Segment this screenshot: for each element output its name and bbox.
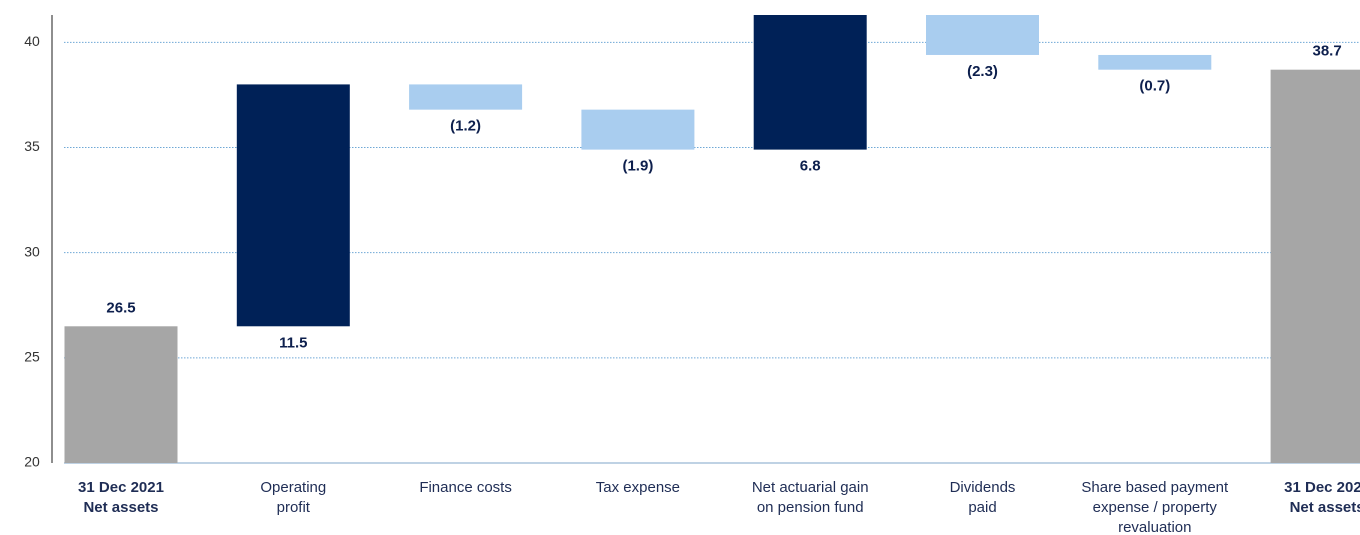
value-label: (2.3)	[967, 63, 998, 80]
value-label: 11.5	[279, 334, 307, 351]
x-tick-label: 31 Dec 2022	[1284, 479, 1360, 496]
value-label: 38.7	[1312, 43, 1341, 60]
x-tick-label: Net assets	[83, 499, 158, 516]
grid: 20 25 30 35 40	[24, 33, 1360, 470]
x-tick-label: Operating	[260, 479, 326, 496]
value-label: 6.8	[800, 158, 821, 175]
value-label: 26.5	[106, 299, 135, 316]
x-tick-label: revaluation	[1118, 519, 1191, 535]
x-tick-label: Dividends	[950, 479, 1016, 496]
bar	[409, 84, 523, 110]
y-tick-label: 40	[24, 33, 40, 49]
bar	[64, 326, 178, 463]
x-tick-label: 31 Dec 2021	[78, 479, 164, 496]
y-tick-label: 20	[24, 454, 40, 470]
x-tick-label: expense / property	[1093, 499, 1218, 516]
x-tick-label: Tax expense	[596, 479, 680, 496]
x-tick-label: profit	[277, 499, 311, 516]
x-tick-label: paid	[968, 499, 996, 516]
value-label: (0.7)	[1139, 78, 1170, 95]
x-tick-label: Net assets	[1290, 499, 1360, 516]
x-tick-label: Share based payment	[1081, 479, 1229, 496]
x-tick-label: on pension fund	[757, 499, 864, 516]
bars	[64, 15, 1360, 463]
x-tick-label: Finance costs	[419, 479, 512, 496]
y-tick-label: 30	[24, 243, 40, 259]
labels: 26.5 31 Dec 2021 Net assets 11.5 Operating pr…	[78, 43, 1360, 535]
y-tick-label: 25	[24, 349, 40, 365]
x-tick-label: Net actuarial gain	[752, 479, 869, 496]
value-label: (1.9)	[622, 158, 653, 175]
bar	[236, 84, 350, 327]
bar	[581, 109, 695, 150]
bar	[1098, 54, 1212, 70]
bar	[753, 15, 867, 150]
y-tick-label: 35	[24, 138, 40, 154]
bar	[926, 15, 1039, 55]
value-label: (1.2)	[450, 118, 481, 135]
bar	[1270, 69, 1360, 463]
